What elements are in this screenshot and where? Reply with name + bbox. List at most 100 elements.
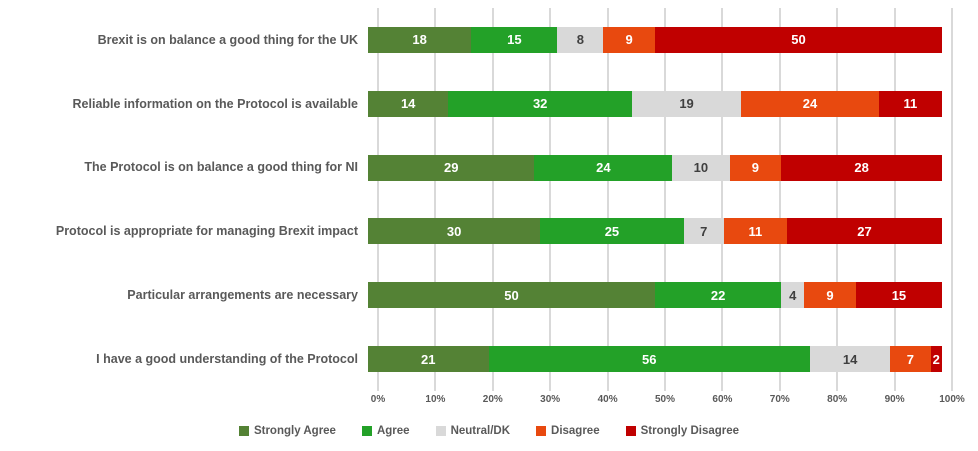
segment-value-label: 9 bbox=[751, 160, 760, 176]
plot-area bbox=[377, 8, 953, 391]
legend: Strongly Agree Agree Neutral/DK Disagree Str… bbox=[0, 425, 978, 437]
segment-value-label: 50 bbox=[791, 32, 806, 48]
segment-value-label: 18 bbox=[412, 32, 427, 48]
bar-segment: 4 bbox=[781, 282, 805, 309]
legend-item: Strongly Agree bbox=[238, 425, 336, 437]
segment-value-label: 56 bbox=[642, 351, 657, 367]
bar-segment: 15 bbox=[855, 282, 942, 309]
x-tick-label: 90% bbox=[884, 394, 905, 405]
bar-segment: 32 bbox=[448, 90, 633, 117]
legend-item: Disagree bbox=[536, 425, 600, 437]
bar-segment: 14 bbox=[809, 346, 891, 373]
legend-swatch bbox=[625, 426, 636, 436]
legend-label: Strongly Disagree bbox=[640, 425, 740, 437]
x-tick-label: 70% bbox=[769, 394, 790, 405]
x-tick-label: 20% bbox=[482, 394, 503, 405]
category-label: I have a good understanding of the Proto… bbox=[96, 351, 358, 366]
segment-value-label: 8 bbox=[576, 32, 584, 48]
bar-segment: 2 bbox=[930, 346, 942, 373]
x-tick-label: 50% bbox=[654, 394, 676, 405]
category-label: Brexit is on balance a good thing for th… bbox=[97, 32, 358, 47]
bar-segment: 11 bbox=[878, 90, 942, 117]
legend-label: Disagree bbox=[551, 425, 600, 437]
bar-segment: 24 bbox=[534, 154, 673, 181]
bar-segment: 50 bbox=[368, 282, 655, 309]
bar-segment: 29 bbox=[368, 154, 535, 181]
segment-value-label: 22 bbox=[710, 287, 726, 303]
segment-value-label: 28 bbox=[854, 160, 869, 176]
gridline bbox=[606, 8, 609, 391]
segment-value-label: 10 bbox=[693, 160, 709, 176]
x-tick-label: 0% bbox=[370, 394, 386, 405]
bar-segment: 30 bbox=[368, 218, 541, 245]
bar-segment: 7 bbox=[683, 218, 724, 245]
bar-segment: 14 bbox=[368, 90, 449, 117]
segment-value-label: 14 bbox=[842, 351, 858, 367]
bar-segment: 18 bbox=[368, 26, 472, 53]
segment-value-label: 15 bbox=[507, 32, 522, 48]
bar-segment: 24 bbox=[741, 90, 879, 117]
x-tick-label: 30% bbox=[540, 394, 561, 405]
chart-row: The Protocol is on balance a good thing … bbox=[0, 136, 978, 200]
bar-segment: 50 bbox=[654, 26, 942, 53]
legend-swatch bbox=[536, 426, 547, 436]
bar-segment: 10 bbox=[672, 154, 730, 181]
x-tick-label: 80% bbox=[827, 394, 848, 405]
bar-segment: 8 bbox=[557, 26, 604, 53]
bar-segment: 22 bbox=[655, 282, 782, 309]
segment-value-label: 9 bbox=[826, 287, 834, 303]
gridline bbox=[549, 8, 552, 391]
gridline bbox=[491, 8, 494, 391]
bar-segment: 21 bbox=[368, 346, 489, 373]
segment-value-label: 30 bbox=[446, 223, 462, 239]
category-label: Particular arrangements are necessary bbox=[127, 288, 358, 303]
bar-track: 30 25 7 11 27 bbox=[368, 218, 942, 245]
segment-value-label: 32 bbox=[532, 96, 548, 112]
gridline bbox=[721, 8, 724, 391]
segment-value-label: 15 bbox=[891, 287, 907, 303]
segment-value-label: 11 bbox=[903, 96, 918, 112]
segment-value-label: 24 bbox=[802, 96, 818, 112]
legend-swatch bbox=[361, 426, 372, 436]
x-tick-label: 60% bbox=[712, 394, 733, 405]
segment-value-label: 4 bbox=[789, 287, 797, 303]
x-tick-label: 100% bbox=[939, 394, 965, 405]
segment-value-label: 25 bbox=[604, 223, 620, 239]
gridline bbox=[893, 8, 896, 391]
segment-value-label: 50 bbox=[504, 287, 519, 303]
legend-swatch bbox=[435, 426, 446, 436]
bar-segment: 25 bbox=[540, 218, 684, 245]
x-tick-label: 10% bbox=[425, 394, 446, 405]
legend-item: Agree bbox=[361, 425, 410, 437]
bar-track: 21 56 14 7 2 bbox=[368, 346, 942, 373]
chart-row: I have a good understanding of the Proto… bbox=[0, 327, 978, 391]
segment-value-label: 9 bbox=[625, 32, 633, 48]
segment-value-label: 14 bbox=[400, 96, 416, 112]
category-label: The Protocol is on balance a good thing … bbox=[84, 160, 358, 175]
bar-segment: 19 bbox=[632, 90, 742, 117]
legend-label: Agree bbox=[376, 425, 410, 437]
bar-segment: 27 bbox=[786, 218, 942, 245]
segment-value-label: 11 bbox=[748, 223, 763, 239]
bar-track: 18 15 8 9 50 bbox=[368, 26, 942, 53]
chart-row: Particular arrangements are necessary 50 2… bbox=[0, 263, 978, 327]
segment-value-label: 19 bbox=[679, 96, 694, 112]
chart-row: Reliable information on the Protocol is … bbox=[0, 72, 978, 136]
chart-row: Protocol is appropriate for managing Bre… bbox=[0, 200, 978, 264]
legend-label: Strongly Agree bbox=[253, 425, 336, 437]
bar-segment: 7 bbox=[890, 346, 931, 373]
segment-value-label: 7 bbox=[700, 223, 708, 239]
legend-item: Neutral/DK bbox=[435, 425, 510, 437]
segment-value-label: 21 bbox=[421, 351, 436, 367]
segment-value-label: 2 bbox=[932, 351, 940, 367]
segment-value-label: 29 bbox=[443, 160, 459, 176]
segment-value-label: 7 bbox=[906, 351, 915, 367]
segment-value-label: 27 bbox=[857, 223, 872, 239]
bar-track: 50 22 4 9 15 bbox=[368, 282, 942, 309]
legend-item: Strongly Disagree bbox=[625, 425, 740, 437]
bar-segment: 9 bbox=[729, 154, 782, 181]
bar-track: 29 24 10 9 28 bbox=[368, 154, 942, 181]
x-tick-label: 40% bbox=[597, 394, 618, 405]
bar-segment: 28 bbox=[781, 154, 942, 181]
